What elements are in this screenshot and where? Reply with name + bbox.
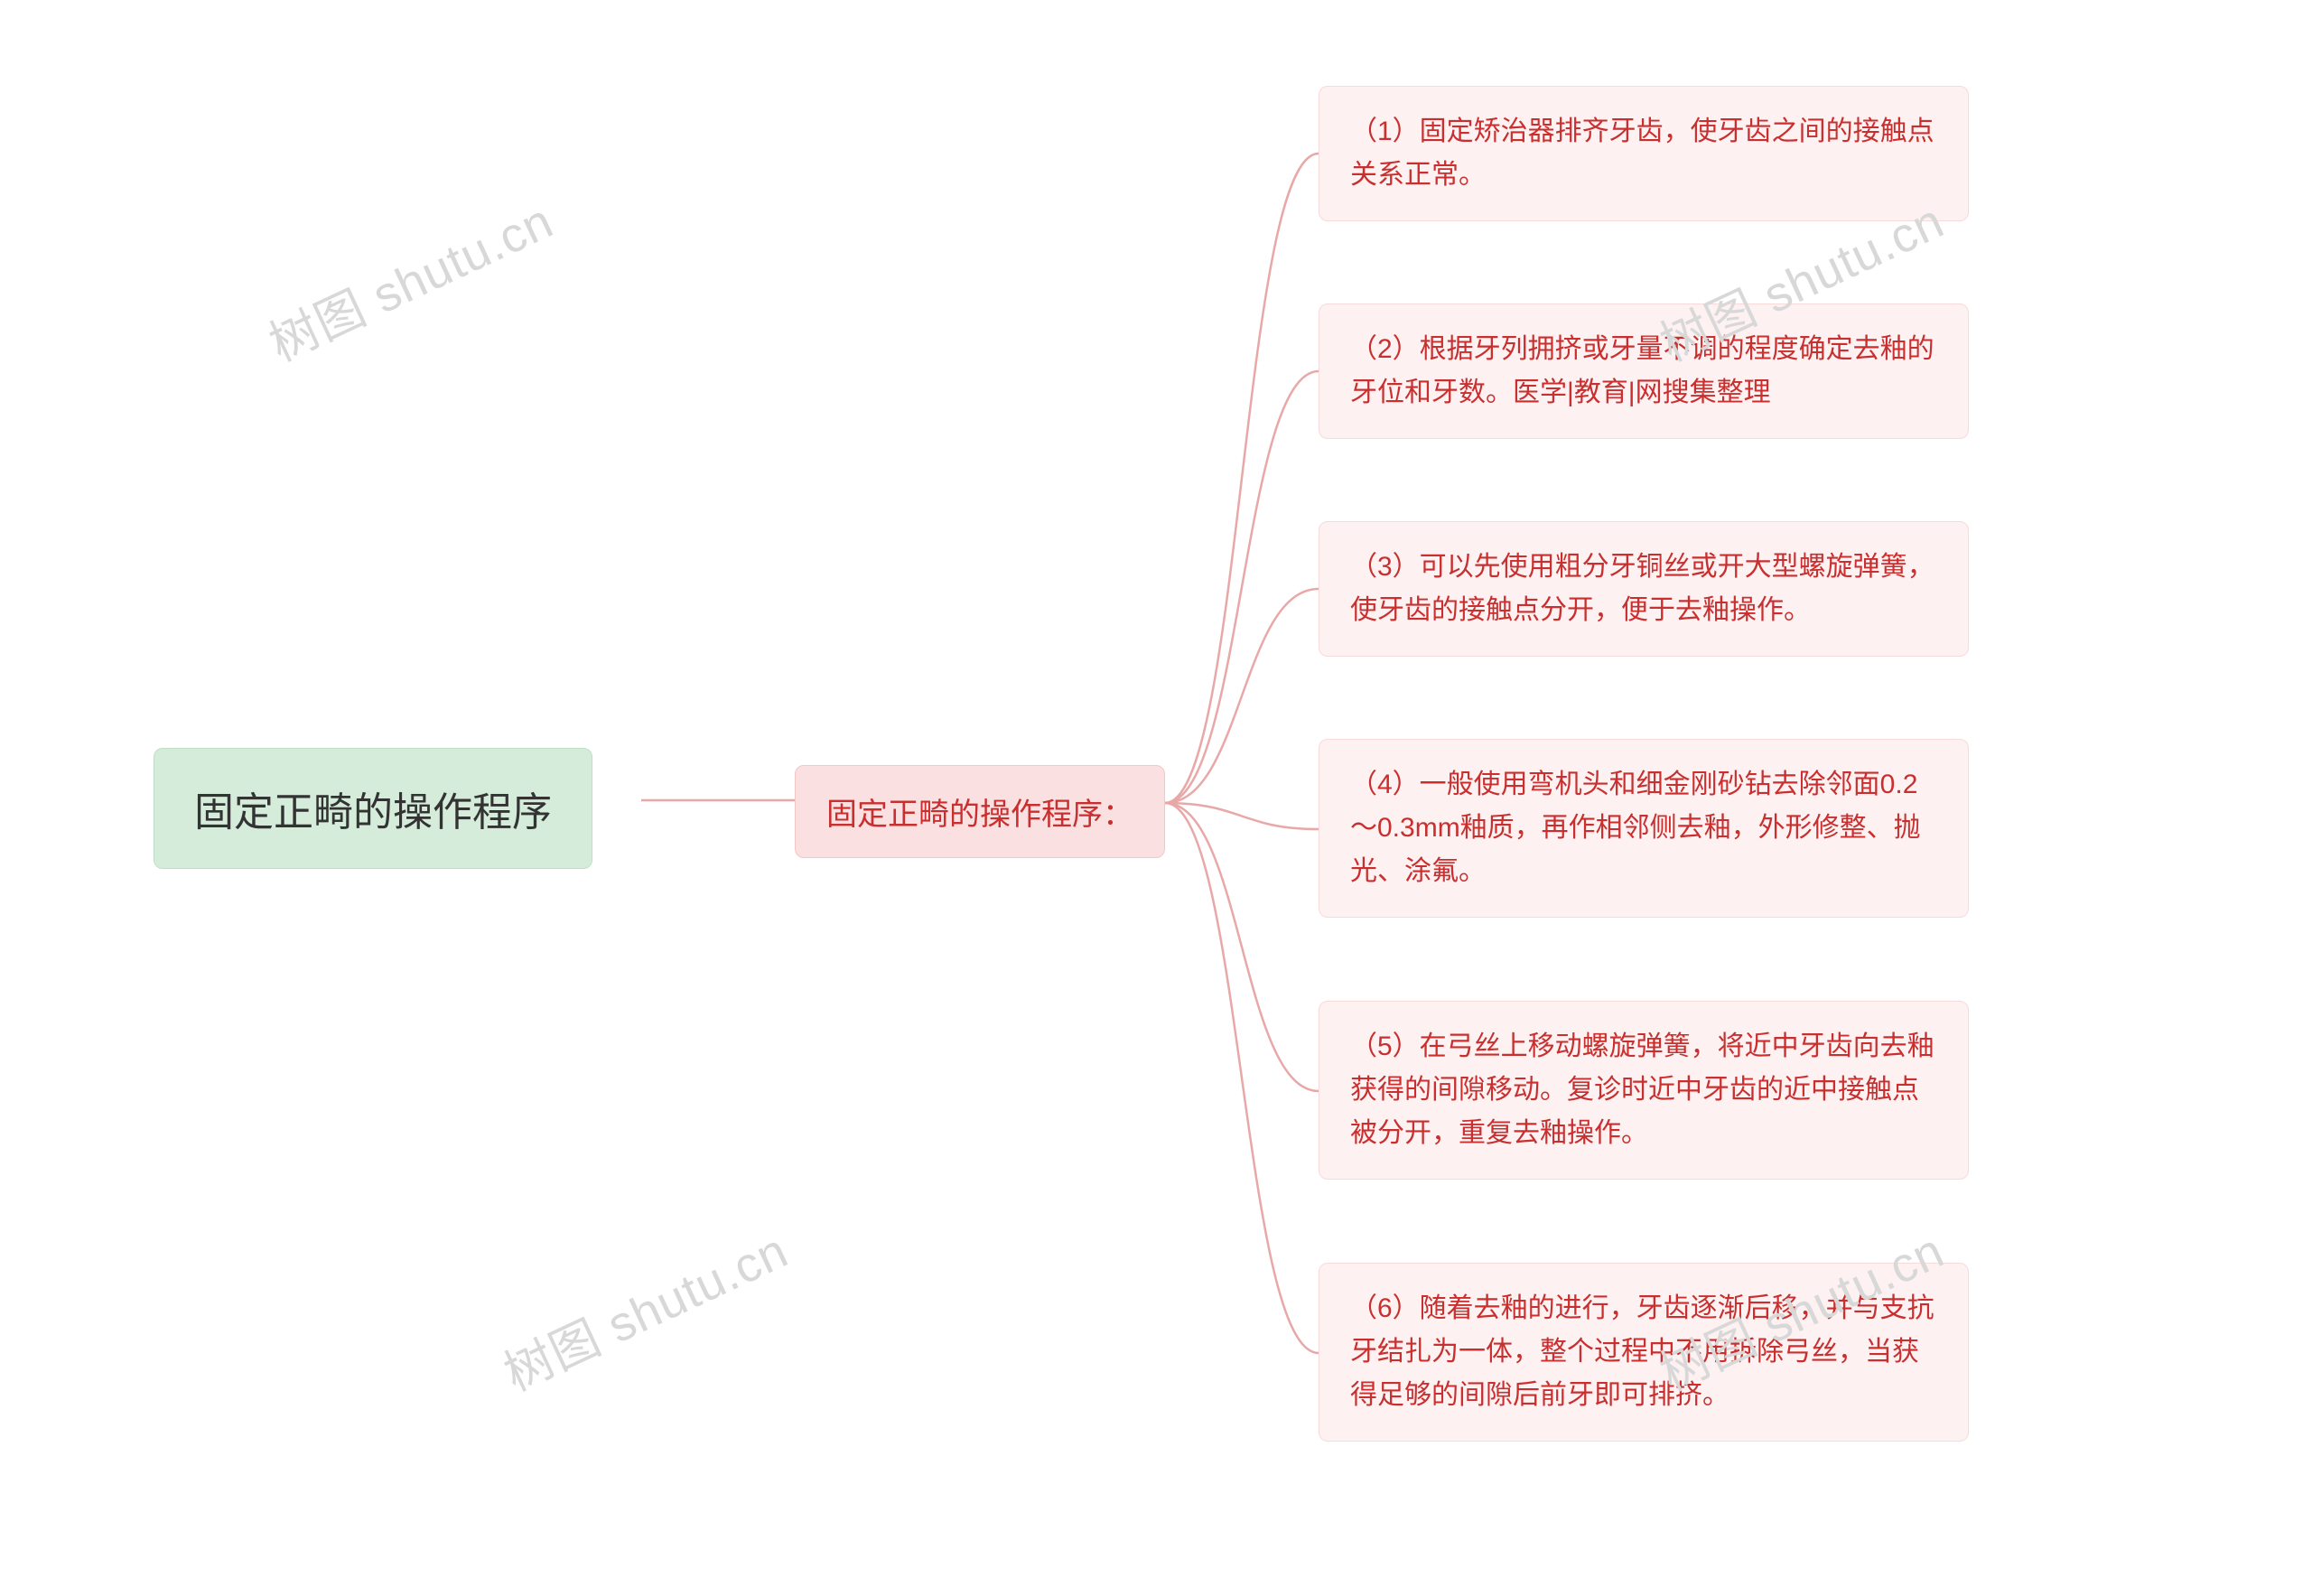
leaf-node: （6）随着去釉的进行，牙齿逐渐后移，并与支抗牙结扎为一体，整个过程中不用拆除弓丝… [1319,1263,1969,1442]
leaf-node-text: （4）一般使用弯机头和细金刚砂钻去除邻面0.2～0.3mm釉质，再作相邻侧去釉，… [1350,770,1921,886]
leaf-node: （3）可以先使用粗分牙铜丝或开大型螺旋弹簧，使牙齿的接触点分开，便于去釉操作。 [1319,521,1969,657]
leaf-node: （2）根据牙列拥挤或牙量不调的程度确定去釉的牙位和牙数。医学|教育|网搜集整理 [1319,303,1969,439]
leaf-node-text: （2）根据牙列拥挤或牙量不调的程度确定去釉的牙位和牙数。医学|教育|网搜集整理 [1350,334,1934,407]
leaf-node-text: （6）随着去釉的进行，牙齿逐渐后移，并与支抗牙结扎为一体，整个过程中不用拆除弓丝… [1350,1293,1934,1410]
mid-node-text: 固定正畸的操作程序： [826,798,1133,832]
root-node-text: 固定正畸的操作程序 [194,790,552,835]
leaf-node: （1）固定矫治器排齐牙齿，使牙齿之间的接触点关系正常。 [1319,86,1969,221]
leaf-node-text: （3）可以先使用粗分牙铜丝或开大型螺旋弹簧，使牙齿的接触点分开，便于去釉操作。 [1350,552,1934,625]
leaf-node: （4）一般使用弯机头和细金刚砂钻去除邻面0.2～0.3mm釉质，再作相邻侧去釉，… [1319,739,1969,918]
leaf-node-text: （5）在弓丝上移动螺旋弹簧，将近中牙齿向去釉获得的间隙移动。复诊时近中牙齿的近中… [1350,1031,1934,1148]
leaf-node-text: （1）固定矫治器排齐牙齿，使牙齿之间的接触点关系正常。 [1350,117,1934,190]
mindmap-container: 固定正畸的操作程序 固定正畸的操作程序： （1）固定矫治器排齐牙齿，使牙齿之间的… [0,0,2312,1596]
leaf-node: （5）在弓丝上移动螺旋弹簧，将近中牙齿向去釉获得的间隙移动。复诊时近中牙齿的近中… [1319,1001,1969,1180]
mid-node: 固定正畸的操作程序： [795,765,1165,858]
root-node: 固定正畸的操作程序 [154,748,592,869]
